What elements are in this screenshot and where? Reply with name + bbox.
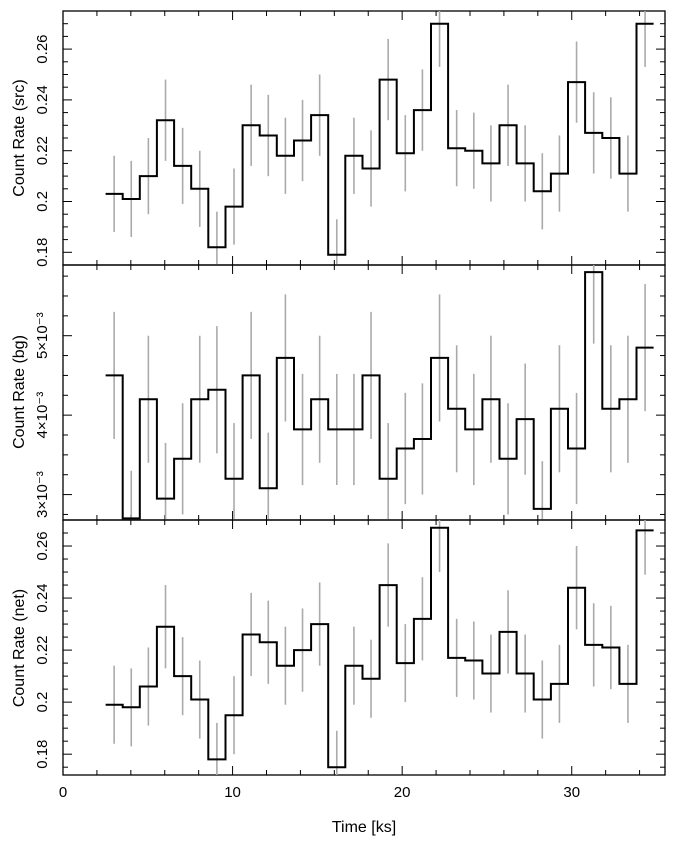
x-tick-label: 10 [224,784,241,801]
x-tick-label: 20 [394,784,411,801]
panel-bg-y-axis-title: Count Rate (bg) [11,335,28,449]
panel-src: 0.18 0.2 0.22 0.24 0.26 Count Rate (src) [11,10,666,267]
y-tick-label: 0.22 [34,136,51,165]
panel-net-step-line [105,526,654,769]
panel-src-frame [62,10,666,266]
panel-net-ticks [62,519,665,775]
panel-src-step-line [105,22,654,256]
x-tick-labels: 0 10 20 30 [59,784,580,801]
panel-src-y-axis-title: Count Rate (src) [11,79,28,196]
y-tick-label: 0.24 [34,583,51,612]
panel-bg-frame [62,264,666,521]
y-tick-label: 0.24 [34,85,51,114]
panel-bg-step-line [105,271,654,520]
panel-src-ticks [62,10,665,266]
y-tick-label: 0.22 [34,635,51,664]
x-tick-label: 30 [563,784,580,801]
y-tick-label: 0.18 [34,238,51,267]
y-tick-label: 0.26 [34,531,51,560]
y-tick-label: 5×10⁻³ [34,312,51,359]
y-tick-label: 0.18 [34,740,51,769]
panel-net-y-tick-labels: 0.18 0.2 0.22 0.24 0.26 [34,531,51,768]
y-tick-label: 3×10⁻³ [34,471,51,518]
y-tick-label: 0.26 [34,34,51,63]
panel-net-y-axis-title: Count Rate (net) [11,589,28,707]
panel-net: 0.18 0.2 0.22 0.24 0.26 Count Rate (net) [11,519,666,776]
panel-src-y-tick-labels: 0.18 0.2 0.22 0.24 0.26 [34,34,51,266]
y-tick-label: 0.2 [34,191,51,212]
y-tick-label: 0.2 [34,692,51,713]
x-axis-title: Time [ks] [332,819,396,836]
y-tick-label: 4×10⁻³ [34,392,51,439]
panel-bg: 3×10⁻³ 4×10⁻³ 5×10⁻³ Count Rate (bg) [11,264,666,521]
x-tick-label: 0 [59,784,67,801]
panel-bg-ticks [62,265,665,520]
panel-bg-y-tick-labels: 3×10⁻³ 4×10⁻³ 5×10⁻³ [34,312,51,518]
panel-net-frame [62,519,666,776]
